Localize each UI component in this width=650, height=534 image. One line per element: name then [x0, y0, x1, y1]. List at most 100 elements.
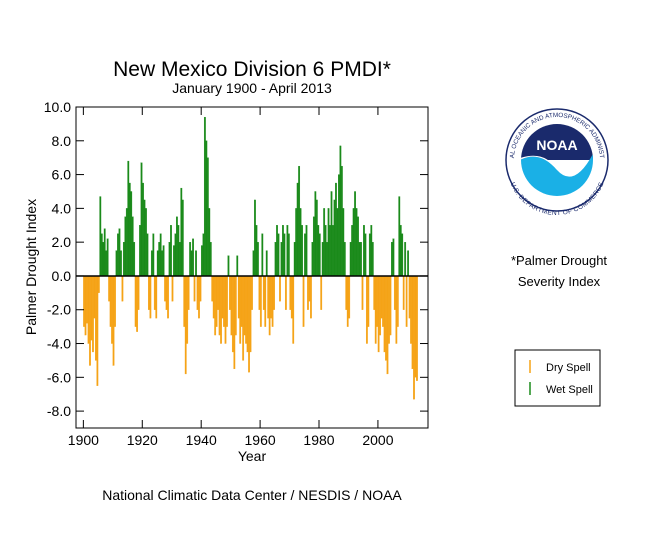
bar — [327, 208, 330, 277]
bar — [148, 275, 150, 310]
bar — [236, 255, 239, 277]
bar — [168, 242, 171, 277]
bar — [332, 225, 334, 277]
bar — [140, 162, 143, 277]
bar — [252, 250, 255, 277]
bar — [307, 275, 309, 310]
y-tick-label: -6.0 — [47, 369, 71, 385]
bar — [333, 199, 336, 277]
bar — [268, 275, 271, 336]
x-tick-label: 2000 — [362, 432, 393, 448]
y-tick-label: -8.0 — [47, 403, 71, 419]
bar — [165, 275, 168, 310]
bar — [202, 233, 205, 277]
bar — [371, 242, 374, 277]
bar — [365, 275, 368, 344]
logo: NOAA NATIONAL OCEANIC AND ATMOSPHERIC AD… — [0, 0, 609, 217]
bar — [237, 275, 240, 319]
bar — [361, 275, 364, 310]
bar — [220, 275, 222, 344]
y-axis-label: Palmer Drought Index — [23, 199, 39, 335]
bar — [399, 225, 402, 277]
bar — [255, 225, 258, 277]
bar — [115, 250, 118, 277]
bar — [162, 245, 165, 277]
bar — [401, 233, 404, 277]
bar — [177, 225, 180, 277]
bar — [103, 228, 106, 277]
bar — [407, 250, 410, 277]
bar — [392, 238, 395, 277]
bar — [142, 182, 144, 277]
bar — [86, 275, 88, 324]
bar — [227, 255, 230, 277]
bar — [143, 199, 146, 277]
bar — [186, 275, 189, 344]
bar — [284, 275, 287, 310]
bar — [137, 275, 140, 310]
y-tick-label: -2.0 — [47, 302, 71, 318]
bar — [183, 275, 186, 327]
bar — [149, 275, 152, 319]
bar — [187, 275, 190, 310]
bar — [354, 191, 356, 277]
bar — [208, 208, 211, 277]
bar — [105, 250, 108, 277]
bar — [386, 275, 389, 375]
y-tick-label: -4.0 — [47, 336, 71, 352]
bar — [245, 275, 247, 344]
bar — [318, 233, 321, 277]
bar — [102, 242, 105, 277]
bar — [92, 275, 94, 353]
bar — [283, 233, 286, 277]
bar — [233, 275, 236, 370]
bar — [242, 275, 245, 361]
bar — [111, 275, 113, 344]
bar — [295, 208, 298, 277]
bar — [302, 275, 305, 327]
bar — [336, 208, 339, 277]
chart-subtitle: January 1900 - April 2013 — [172, 80, 332, 96]
bar — [312, 216, 315, 277]
bar — [286, 225, 289, 277]
bar — [320, 275, 323, 310]
bar — [310, 275, 312, 319]
bar — [270, 275, 273, 319]
bar — [273, 275, 275, 310]
bar — [411, 275, 414, 370]
logo-gull — [521, 155, 557, 170]
bar — [217, 275, 220, 310]
bar — [352, 208, 355, 277]
bar — [358, 242, 361, 277]
bar — [240, 275, 243, 327]
bar — [195, 250, 197, 277]
bar — [385, 275, 387, 361]
bar — [84, 275, 87, 336]
bar — [304, 233, 306, 277]
bar — [416, 275, 418, 381]
bar — [267, 275, 270, 319]
bar — [90, 275, 93, 341]
bar — [218, 275, 221, 336]
note: *Palmer Drought — [511, 253, 607, 268]
bar — [376, 275, 379, 327]
bar — [192, 238, 194, 277]
bar — [299, 208, 302, 277]
bar — [159, 233, 162, 277]
bar — [83, 275, 85, 327]
bar — [96, 275, 99, 386]
bar — [193, 275, 196, 302]
footer: National Climatic Data Center / NESDIS /… — [102, 487, 402, 503]
plot-frame — [75, 106, 429, 429]
bar — [125, 208, 128, 277]
bar — [351, 225, 354, 277]
bar — [239, 275, 242, 344]
bar — [413, 275, 415, 400]
bar — [118, 228, 121, 277]
y-tick-label: 2.0 — [52, 234, 72, 250]
bar — [315, 199, 318, 277]
bar — [348, 275, 351, 319]
bar — [94, 275, 97, 361]
bar — [189, 242, 192, 277]
bar — [131, 216, 134, 277]
